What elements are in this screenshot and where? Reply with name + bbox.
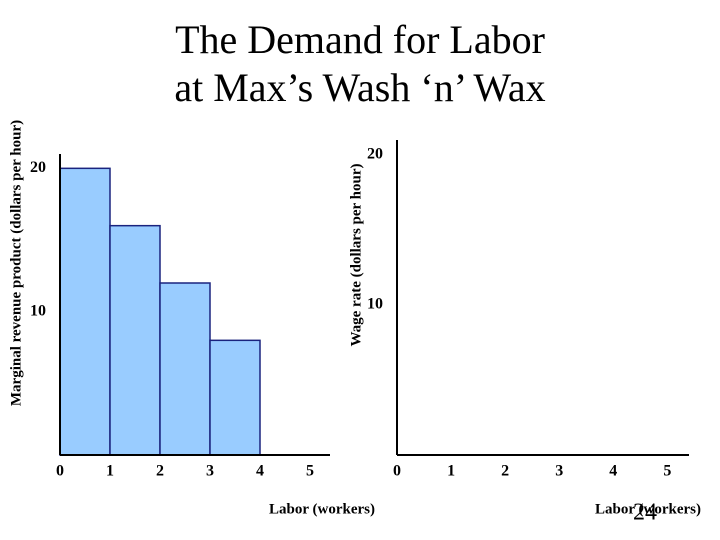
- x-axis-label: Labor (workers): [269, 501, 375, 517]
- x-tick-label: 2: [156, 463, 164, 480]
- x-tick-label: 5: [663, 463, 671, 480]
- x-tick-label: 2: [501, 463, 509, 480]
- bar: [109, 224, 161, 456]
- x-tick-label: 1: [106, 463, 114, 480]
- y-tick-label: 20: [367, 146, 383, 163]
- bar: [59, 167, 111, 456]
- page-number: 24: [633, 500, 657, 526]
- y-axis-label: Marginal revenue product (dollars per ho…: [8, 120, 24, 406]
- y-tick-label: 10: [30, 302, 46, 319]
- x-tick-label: 5: [306, 463, 314, 480]
- x-tick-label: 4: [256, 463, 264, 480]
- x-tick-label: 3: [555, 463, 563, 480]
- x-axis-label: Labor (workers): [595, 501, 701, 517]
- x-tick-label: 0: [56, 463, 64, 480]
- y-axis-label: Wage rate (dollars per hour): [348, 163, 364, 346]
- y-tick-label: 20: [30, 159, 46, 176]
- x-tick-label: 0: [393, 463, 401, 480]
- bar: [209, 339, 261, 456]
- x-tick-label: 3: [206, 463, 214, 480]
- title-line: The Demand for Labor: [175, 17, 545, 62]
- x-tick-label: 1: [447, 463, 455, 480]
- y-tick-label: 10: [367, 296, 383, 313]
- title-line: at Max’s Wash ‘n’ Wax: [174, 65, 545, 110]
- x-tick-label: 4: [609, 463, 617, 480]
- bar: [159, 282, 211, 456]
